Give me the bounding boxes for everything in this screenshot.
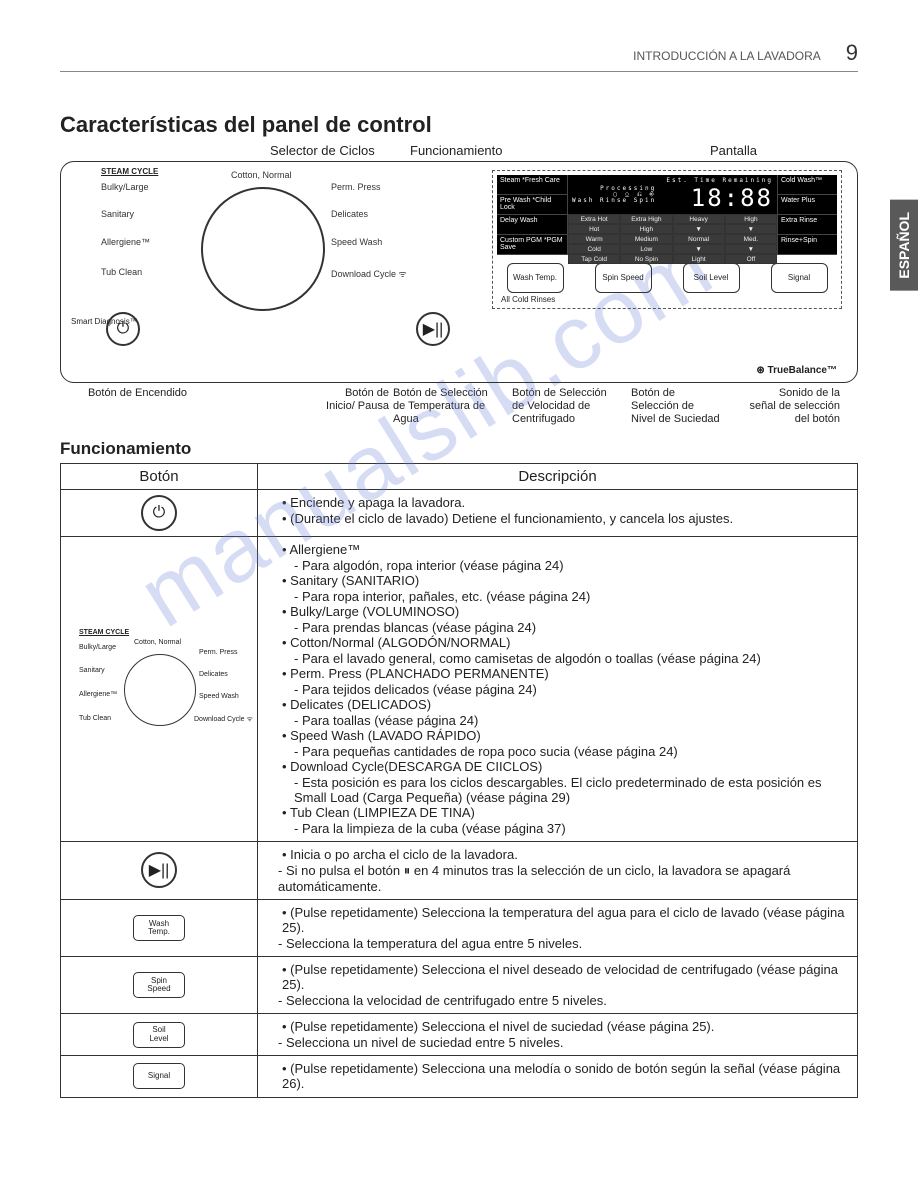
- panel-btn-spin: Spin Speed: [595, 263, 652, 293]
- table-row-desc: Allergiene™- Para algodón, ropa interior…: [258, 536, 858, 841]
- lcd-right-2: Extra Rinse: [777, 215, 837, 235]
- lcd-left-1: Pre Wash *Child Lock: [497, 195, 567, 215]
- table-row-desc: (Pulse repetidamente) Selecciona el nive…: [258, 956, 858, 1013]
- callout-signal: Sonido de la señal de selección del botó…: [740, 387, 840, 427]
- col-button: Botón: [61, 463, 258, 489]
- lcd-right-0: Cold Wash™: [777, 175, 837, 195]
- allcold-label: All Cold Rinses: [501, 295, 837, 304]
- steam-label: STEAM CYCLE: [101, 167, 158, 176]
- dial-download: Download Cycle ᯤ: [331, 267, 407, 280]
- table-row-icon: STEAM CYCLEBulky/LargeSanitaryAllergiene…: [61, 536, 258, 841]
- table-row-icon: Spin Speed: [61, 956, 258, 1013]
- header-section: INTRODUCCIÓN A LA LAVADORA: [633, 49, 821, 63]
- callout-power: Botón de Encendido: [60, 387, 215, 427]
- top-callouts: Selector de Ciclos Funcionamiento Pantal…: [60, 143, 858, 158]
- callout-start: Botón de Inicio/ Pausa: [219, 387, 389, 427]
- table-row-desc: (Pulse repetidamente) Selecciona una mel…: [258, 1055, 858, 1097]
- lcd-right-1: Water Plus: [777, 195, 837, 215]
- dial-speed: Speed Wash: [331, 237, 382, 247]
- callout-func: Funcionamiento: [410, 143, 570, 158]
- dial-cotton: Cotton, Normal: [231, 170, 292, 180]
- lcd-grid: Extra HotExtra HighHeavyHigh HotHigh▼▼ W…: [568, 214, 777, 264]
- lcd-left-0: Steam *Fresh Care: [497, 175, 567, 195]
- lcd-sub: Wash Rinse Spin: [572, 198, 656, 204]
- wash_temp-icon: Wash Temp.: [133, 915, 185, 941]
- table-row-icon: ▶||: [61, 841, 258, 899]
- lcd-left-3: Custom PGM *PGM Save: [497, 235, 567, 255]
- panel-btn-soil: Soil Level: [683, 263, 740, 293]
- dial-allergiene: Allergiene™: [101, 237, 150, 247]
- dial-delicates: Delicates: [331, 209, 368, 219]
- callout-selector: Selector de Ciclos: [270, 143, 410, 158]
- table-row-icon: Soil Level: [61, 1013, 258, 1055]
- bottom-callouts: Botón de Encendido Botón de Inicio/ Paus…: [60, 387, 858, 427]
- lcd-time-label: Est. Time Remaining: [666, 177, 773, 184]
- lcd-time: 18:88: [666, 184, 773, 212]
- page-number: 9: [846, 40, 858, 66]
- table-row-desc: Enciende y apaga la lavadora.(Durante el…: [258, 489, 858, 536]
- soil_level-icon: Soil Level: [133, 1022, 185, 1048]
- dial-perm: Perm. Press: [331, 182, 381, 192]
- section-title: Funcionamiento: [60, 439, 858, 459]
- function-table: Botón Descripción ⏻ Enciende y apaga la l…: [60, 463, 858, 1098]
- page-header: INTRODUCCIÓN A LA LAVADORA 9: [60, 40, 858, 72]
- dial-tubclean: Tub Clean: [101, 267, 142, 277]
- col-desc: Descripción: [258, 463, 858, 489]
- signal_btn-icon: Signal: [133, 1063, 185, 1089]
- dial-sanitary: Sanitary: [101, 209, 134, 219]
- dial-bulky: Bulky/Large: [101, 182, 149, 192]
- control-panel-diagram: STEAM CYCLE Bulky/Large Sanitary Allergi…: [60, 161, 858, 383]
- callout-spin: Botón de Selección de Velocidad de Centr…: [512, 387, 627, 427]
- dial-icon: STEAM CYCLEBulky/LargeSanitaryAllergiene…: [79, 629, 239, 749]
- callout-pantalla: Pantalla: [710, 143, 757, 158]
- smart-diag-label: Smart Diagnosis™: [71, 317, 138, 326]
- display-panel: Steam *Fresh Care Pre Wash *Child Lock D…: [492, 170, 842, 309]
- lcd-right-3: Rinse+Spin: [777, 235, 837, 255]
- play-icon: ▶||: [141, 852, 177, 888]
- language-tab: ESPAÑOL: [890, 200, 918, 291]
- table-row-desc: (Pulse repetidamente) Selecciona el nive…: [258, 1013, 858, 1055]
- page-title: Características del panel de control: [60, 112, 858, 138]
- table-row-icon: Wash Temp.: [61, 899, 258, 956]
- truebalance-label: ⊛ TrueBalance™: [756, 365, 837, 376]
- table-row-icon: Signal: [61, 1055, 258, 1097]
- play-button-icon: ▶||: [416, 312, 450, 346]
- lcd-screen: Steam *Fresh Care Pre Wash *Child Lock D…: [497, 175, 837, 255]
- table-row-desc: Inicia o po archa el ciclo de la lavador…: [258, 841, 858, 899]
- panel-btn-wash: Wash Temp.: [507, 263, 564, 293]
- callout-soil: Botón de Selección de Nivel de Suciedad: [631, 387, 736, 427]
- callout-temp: Botón de Selección de Temperatura de Agu…: [393, 387, 508, 427]
- table-row-desc: (Pulse repetidamente) Selecciona la temp…: [258, 899, 858, 956]
- table-row-icon: ⏻: [61, 489, 258, 536]
- power-icon: ⏻: [141, 495, 177, 531]
- cycle-dial: [201, 187, 325, 311]
- lcd-left-2: Delay Wash: [497, 215, 567, 235]
- panel-btn-signal: Signal: [771, 263, 828, 293]
- spin_speed-icon: Spin Speed: [133, 972, 185, 998]
